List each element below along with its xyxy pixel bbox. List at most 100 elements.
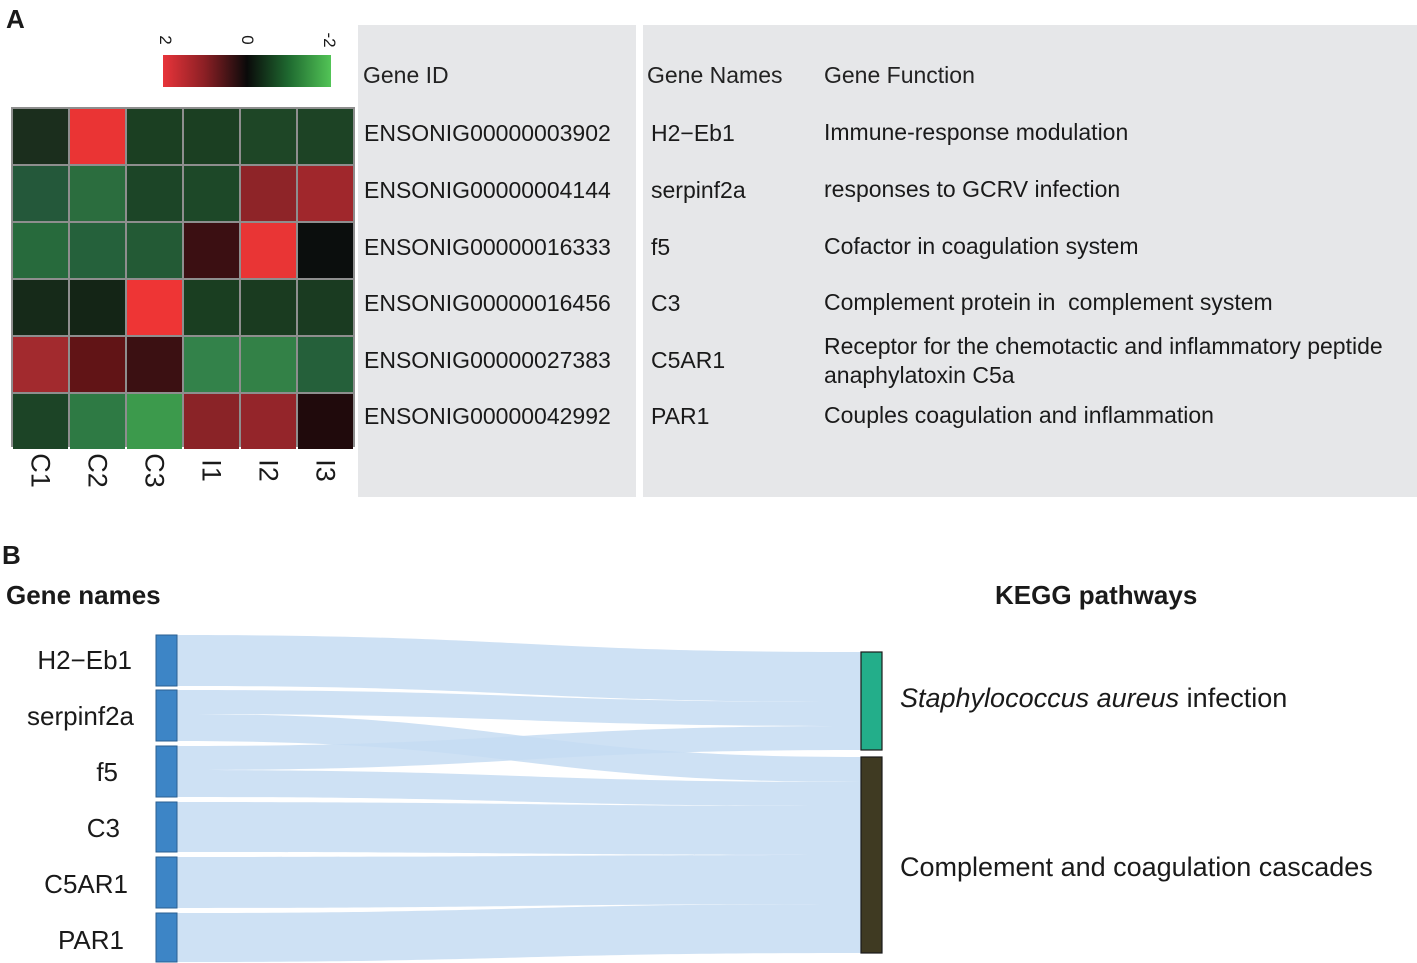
column-label: I3 (310, 459, 341, 482)
heatmap-cell (184, 394, 239, 449)
column-label: C2 (82, 453, 113, 488)
heatmap-cell (127, 166, 182, 221)
heatmap-cell (70, 337, 125, 392)
pathway-name-rest: infection (1179, 683, 1288, 713)
gene-function-cell: Receptor for the chemotactic and inflamm… (824, 333, 1383, 388)
gene-name-cell: serpinf2a (651, 177, 746, 203)
pathway-node-staph (860, 651, 883, 751)
gene-id-column-bg (358, 25, 636, 497)
heatmap-cell (127, 394, 182, 449)
gene-id-cell: ENSONIG00000016333 (364, 234, 611, 260)
sankey-link (177, 770, 861, 806)
gene-id-cell: ENSONIG00000042992 (364, 403, 611, 429)
heatmap-cell (13, 223, 68, 278)
heatmap-cell (184, 337, 239, 392)
gene-label: serpinf2a (27, 701, 134, 731)
heatmap-cell (127, 109, 182, 164)
heatmap-cell (70, 166, 125, 221)
heatmap-cell (127, 337, 182, 392)
gene-name-cell: H2−Eb1 (651, 120, 735, 146)
gene-id-cell: ENSONIG00000016456 (364, 290, 611, 316)
heatmap-cell (13, 394, 68, 449)
heatmap-cell (184, 166, 239, 221)
heatmap-cell (184, 280, 239, 335)
sankey-links (177, 635, 861, 962)
heatmap-cell (241, 166, 296, 221)
gene-name-cell: C5AR1 (651, 347, 726, 373)
gene-label: PAR1 (58, 925, 124, 955)
heatmap-cell (13, 166, 68, 221)
pathway-node-complement (860, 756, 883, 954)
gene-name-cell: PAR1 (651, 403, 710, 429)
sankey-link (177, 855, 861, 908)
gene-name-cell: C3 (651, 290, 681, 316)
gene-function-cell: responses to GCRV infection (824, 176, 1121, 202)
heatmap-cell (13, 337, 68, 392)
column-label: I2 (253, 459, 284, 482)
column-label: C1 (25, 453, 56, 488)
gene-label: C5AR1 (44, 869, 128, 899)
gene-id-cell: ENSONIG00000004144 (364, 177, 611, 203)
sankey-link (177, 802, 861, 855)
gene-nodes (155, 634, 178, 963)
pathway-name: Complement and coagulation cascades (900, 852, 1373, 882)
gene-node (155, 745, 178, 798)
kegg-pathways-title: KEGG pathways (995, 580, 1198, 610)
legend-tick-low: -2 (320, 32, 339, 48)
heatmap-cell (241, 280, 296, 335)
heatmap-cell (298, 166, 353, 221)
sankey-link (177, 904, 861, 962)
heatmap-cell (13, 280, 68, 335)
panel-a-label: A (6, 4, 25, 34)
heatmap-cell (184, 223, 239, 278)
gene-function-cell: Cofactor in coagulation system (824, 233, 1139, 259)
pathway-label-staph: Staphylococcus aureus infection (900, 683, 1287, 714)
color-scale-bar (163, 55, 331, 87)
gene-node (155, 856, 178, 909)
gene-node (155, 801, 178, 853)
header-gene-function: Gene Function (824, 62, 975, 88)
legend-tick-high: 2 (156, 35, 175, 45)
panel-b-label: B (2, 540, 21, 570)
gene-function-cell: Complement protein in complement system (824, 289, 1273, 315)
heatmap-cell (298, 280, 353, 335)
header-gene-names: Gene Names (647, 62, 783, 88)
legend-tick-mid: 0 (238, 35, 257, 45)
heatmap-cell (70, 394, 125, 449)
sankey-diagram (155, 634, 883, 963)
heatmap-cell (70, 280, 125, 335)
gene-node (155, 912, 178, 963)
column-label: I1 (196, 459, 227, 482)
gene-name-cell: f5 (651, 234, 671, 260)
heatmap-cell (70, 109, 125, 164)
heatmap-cell (70, 223, 125, 278)
gene-node (155, 689, 178, 742)
sankey-link (177, 690, 861, 726)
heatmap-cell (13, 109, 68, 164)
heatmap-cell (241, 394, 296, 449)
heatmap-cell (298, 223, 353, 278)
gene-names-title: Gene names (6, 580, 161, 610)
heatmap-cell (127, 223, 182, 278)
gene-info-column-bg (643, 25, 1417, 497)
gene-node (155, 634, 178, 687)
heatmap-cell (241, 337, 296, 392)
header-gene-id: Gene ID (363, 62, 449, 88)
gene-label: C3 (86, 813, 120, 843)
heatmap-cell (241, 109, 296, 164)
gene-function-cell: Couples coagulation and inflammation (824, 402, 1214, 428)
heatmap-cell (298, 109, 353, 164)
heatmap (11, 107, 355, 449)
gene-label: H2−Eb1 (37, 645, 132, 675)
pathway-nodes (860, 651, 883, 954)
gene-id-cell: ENSONIG00000003902 (364, 120, 611, 146)
heatmap-cell (298, 394, 353, 449)
gene-id-cell: ENSONIG00000027383 (364, 347, 611, 373)
gene-label: f5 (96, 757, 118, 787)
sankey-link (177, 726, 861, 770)
column-label: C3 (139, 453, 170, 488)
heatmap-cell (184, 109, 239, 164)
heatmap-cell (127, 280, 182, 335)
heatmap-cell (298, 337, 353, 392)
heatmap-cell (241, 223, 296, 278)
